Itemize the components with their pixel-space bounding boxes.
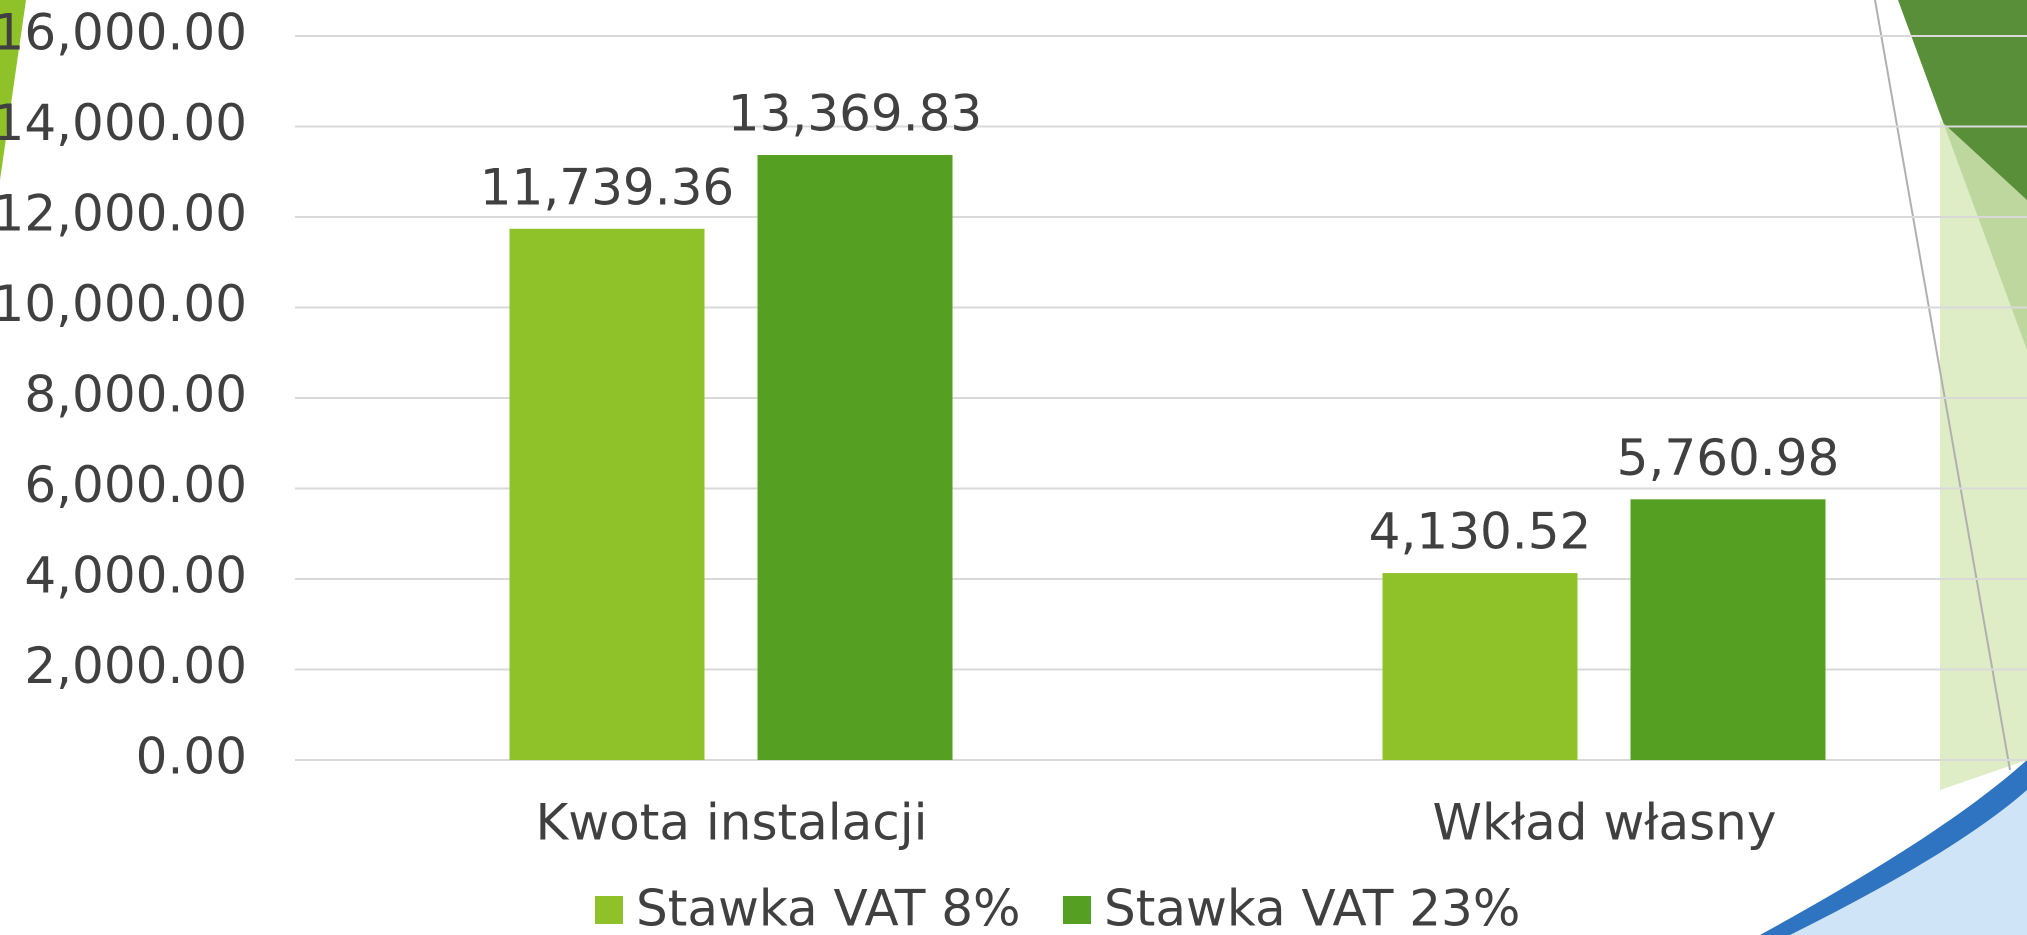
data-label: 11,739.36 — [480, 158, 734, 216]
x-tick-label: Wkład własny — [1433, 794, 1777, 852]
x-tick-label: Kwota instalacji — [535, 794, 927, 852]
bar — [510, 229, 705, 760]
y-tick-label: 12,000.00 — [0, 185, 247, 243]
y-tick-label: 6,000.00 — [24, 456, 247, 514]
legend-swatch — [595, 896, 623, 924]
bar — [758, 155, 953, 760]
y-tick-label: 8,000.00 — [24, 366, 247, 424]
y-tick-label: 0.00 — [136, 728, 247, 786]
y-tick-label: 2,000.00 — [24, 637, 247, 695]
bar — [1631, 499, 1826, 760]
data-label: 13,369.83 — [728, 85, 982, 143]
legend-swatch — [1063, 896, 1091, 924]
data-label: 4,130.52 — [1369, 503, 1592, 561]
chart: 0.00 2,000.00 4,000.00 6,000.00 8,000.00 10,0… — [0, 0, 2027, 935]
y-tick-label: 16,000.00 — [0, 4, 247, 62]
decoration — [1940, 120, 2027, 790]
y-tick-label: 10,000.00 — [0, 275, 247, 333]
y-tick-label: 14,000.00 — [0, 94, 247, 152]
legend-label: Stawka VAT 8% — [636, 880, 1021, 935]
legend-label: Stawka VAT 23% — [1104, 880, 1520, 935]
bar — [1383, 573, 1578, 760]
y-tick-label: 4,000.00 — [24, 547, 247, 605]
data-label: 5,760.98 — [1617, 429, 1840, 487]
